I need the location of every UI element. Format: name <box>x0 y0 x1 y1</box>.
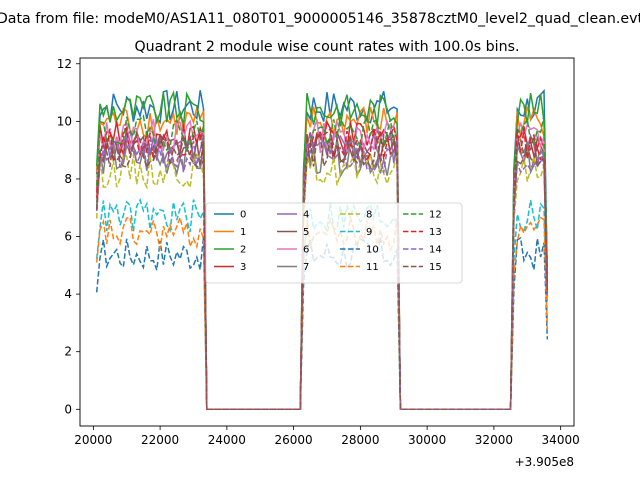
y-tick-label: 12 <box>57 57 72 71</box>
plot-area-border <box>79 57 575 427</box>
chart-title: Quadrant 2 module wise count rates with … <box>134 39 519 55</box>
y-tick-label: 6 <box>64 230 72 244</box>
legend-label-14: 14 <box>429 245 442 256</box>
legend-label-11: 11 <box>366 262 379 273</box>
legend-label-0: 0 <box>240 210 246 221</box>
legend-label-15: 15 <box>429 262 442 273</box>
x-tick-label: 24000 <box>208 433 246 447</box>
series-line-8 <box>95 151 549 411</box>
x-tick-label: 28000 <box>341 433 379 447</box>
series-line-15 <box>95 131 549 411</box>
y-axis: 0 2 4 6 8 10 12 <box>57 57 80 416</box>
legend-label-5: 5 <box>303 227 309 238</box>
x-tick-label: 26000 <box>275 433 313 447</box>
legend-box <box>205 202 463 284</box>
legend-label-3: 3 <box>240 262 246 273</box>
legend-label-7: 7 <box>303 262 309 273</box>
legend-label-4: 4 <box>303 210 309 221</box>
legend-label-1: 1 <box>240 227 246 238</box>
y-tick-label: 2 <box>64 345 72 359</box>
x-offset-label: +3.905e8 <box>515 455 574 469</box>
legend-label-12: 12 <box>429 210 442 221</box>
legend-label-8: 8 <box>366 210 372 221</box>
chart-suptitle: Data from file: modeM0/AS1A11_080T01_900… <box>0 11 640 27</box>
x-tick-label: 22000 <box>141 433 179 447</box>
x-tick-label: 34000 <box>542 433 580 447</box>
y-tick-label: 4 <box>64 287 72 301</box>
y-tick-label: 10 <box>57 114 72 128</box>
y-tick-label: 0 <box>64 402 72 416</box>
axes-frame <box>79 57 575 427</box>
legend-label-2: 2 <box>240 245 246 256</box>
x-tick-label: 30000 <box>408 433 446 447</box>
x-axis: 20000 22000 24000 26000 28000 30000 32000 34000 <box>74 426 580 447</box>
y-tick-label: 8 <box>64 172 72 186</box>
legend-label-10: 10 <box>366 245 379 256</box>
legend-label-6: 6 <box>303 245 309 256</box>
x-tick-label: 32000 <box>475 433 513 447</box>
x-tick-label: 20000 <box>74 433 112 447</box>
series-line-10 <box>95 236 549 411</box>
legend-label-9: 9 <box>366 227 372 238</box>
legend-label-13: 13 <box>429 227 442 238</box>
